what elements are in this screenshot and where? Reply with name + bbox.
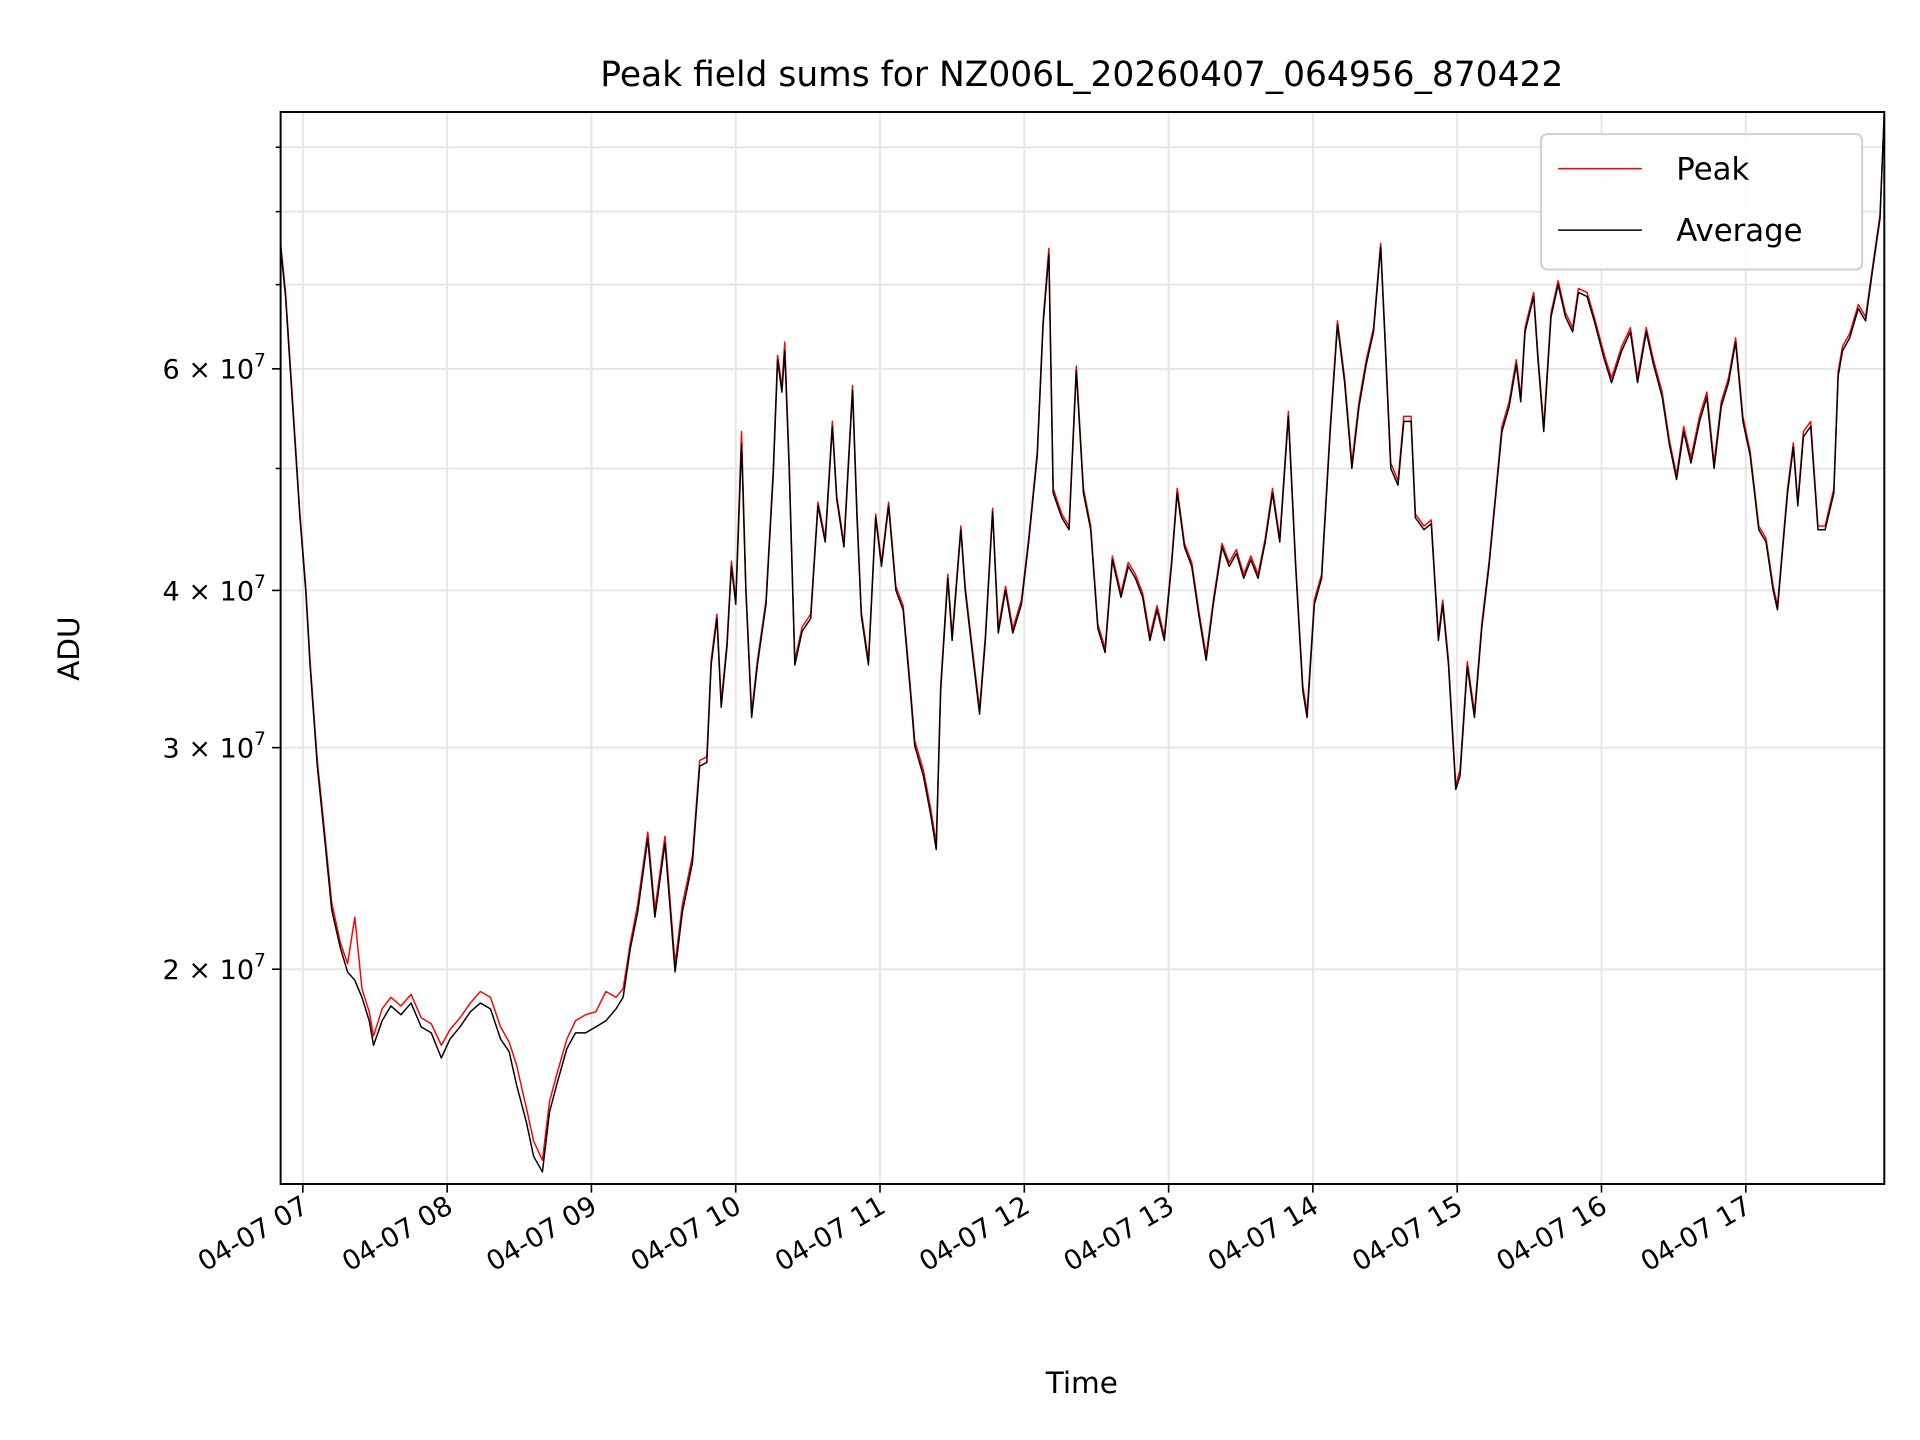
x-axis-label: Time	[1045, 1366, 1118, 1400]
legend-label-peak: Peak	[1676, 152, 1749, 188]
y-tick-mantissa: 6 × 10	[163, 355, 255, 386]
y-tick-mantissa: 4 × 10	[163, 576, 255, 607]
y-tick-label: 2 × 107	[163, 951, 266, 986]
plot-frame	[279, 111, 1886, 1185]
y-tick-mantissa: 2 × 10	[163, 955, 255, 986]
y-tick-label: 4 × 107	[163, 572, 266, 607]
y-tick-exponent: 7	[254, 729, 266, 750]
series-line-average	[280, 112, 1885, 1173]
legend-label-average: Average	[1676, 213, 1802, 249]
y-axis-label: ADU	[52, 616, 86, 681]
chart-title: Peak field sums for NZ006L_20260407_0649…	[600, 55, 1563, 95]
y-tick-label: 3 × 107	[163, 729, 266, 764]
y-tick-label: 6 × 107	[163, 350, 266, 385]
grid-lines	[280, 112, 1885, 1184]
legend: Peak Average	[1539, 133, 1864, 271]
y-tick-exponent: 7	[254, 572, 266, 593]
y-tick-exponent: 7	[254, 350, 266, 371]
series-group	[280, 112, 1885, 1173]
y-tick-mantissa: 3 × 10	[163, 733, 255, 764]
y-tick-exponent: 7	[254, 951, 266, 972]
